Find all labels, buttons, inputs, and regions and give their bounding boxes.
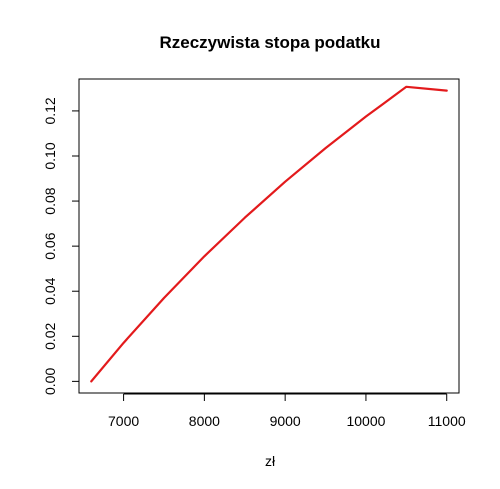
- x-tick-label: 8000: [189, 413, 220, 429]
- x-tick-label: 9000: [270, 413, 301, 429]
- data-layer: [90, 85, 448, 383]
- y-tick-label: 0.08: [42, 187, 58, 214]
- y-tick-label: 0.00: [42, 368, 58, 395]
- y-tick-label: 0.02: [42, 322, 58, 349]
- x-tick-label: 11000: [428, 413, 466, 429]
- x-tick-label: 10000: [346, 413, 385, 429]
- x-tick-label: 7000: [108, 413, 139, 429]
- x-axis: 7000 8000 9000 10000 11000: [108, 393, 466, 429]
- y-tick-label: 0.06: [42, 232, 58, 259]
- y-tick-label: 0.10: [42, 142, 58, 169]
- y-axis: 0.00 0.02 0.04 0.06 0.08 0.10 0.12: [42, 97, 80, 395]
- y-tick-label: 0.04: [42, 277, 58, 304]
- series-line: [90, 85, 448, 383]
- plot-frame: [78, 78, 460, 394]
- y-tick-label: 0.12: [42, 97, 58, 124]
- chart-title: Rzeczywista stopa podatku: [159, 33, 380, 52]
- x-axis-label: zł: [265, 453, 276, 469]
